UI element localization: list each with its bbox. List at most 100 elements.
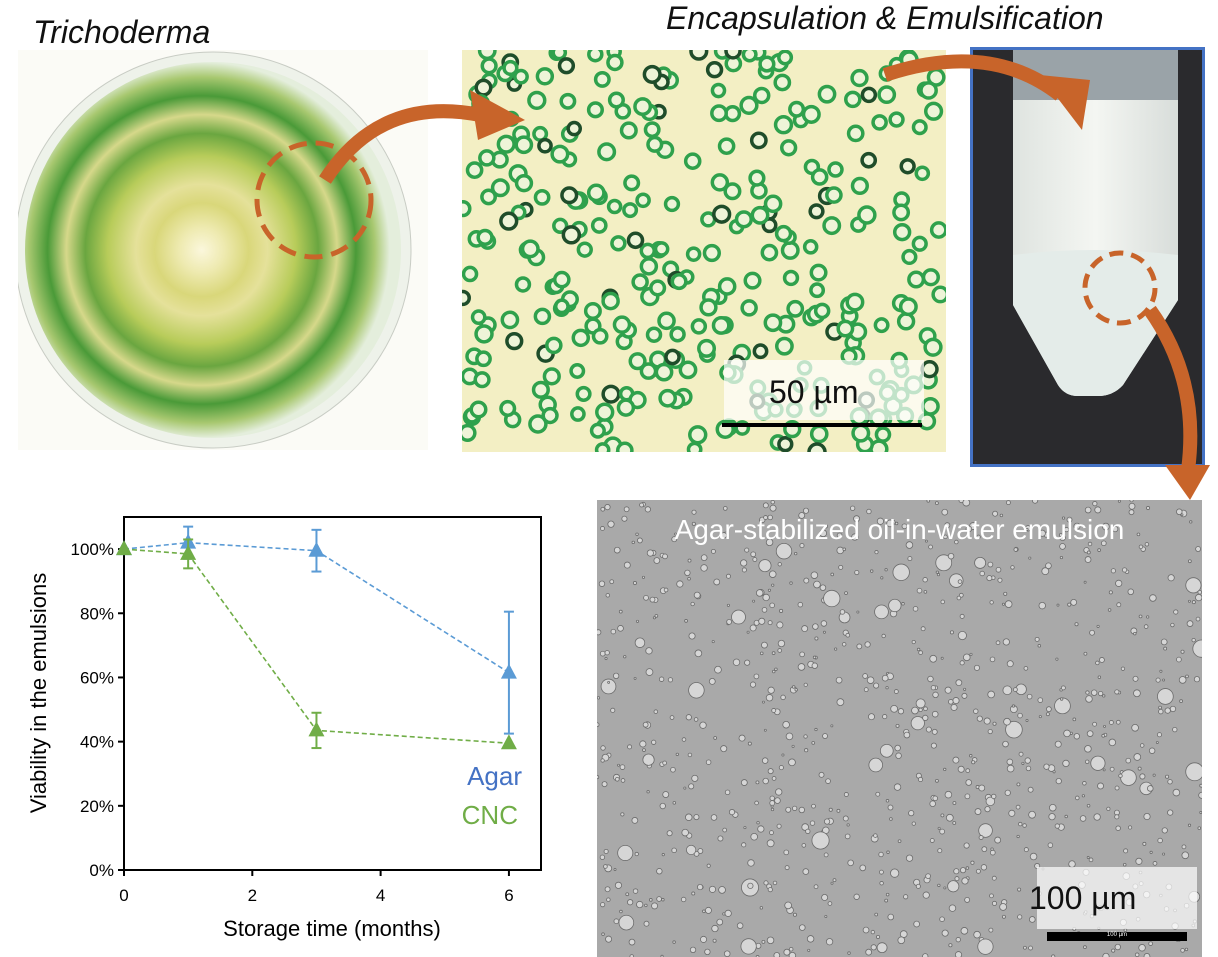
droplet [947,552,955,560]
capsule [773,73,792,92]
droplet [684,569,691,576]
droplet [1045,562,1052,570]
droplet [884,898,889,903]
droplet [1114,943,1121,951]
droplet [643,920,650,927]
droplet [597,775,600,780]
droplet [978,835,984,840]
arrow-tube-to-emulsion [1144,305,1198,471]
droplet [797,663,806,671]
droplet [780,694,786,701]
droplet [1187,823,1192,827]
droplet [963,687,967,691]
capsule [590,217,608,234]
droplet [669,715,675,720]
capsule [528,414,548,434]
droplet [1056,603,1060,607]
capsule [541,406,559,425]
droplet [685,813,693,821]
droplet [1018,751,1024,757]
droplet [750,832,758,841]
droplet [1090,689,1098,696]
droplet [920,626,926,632]
droplet [683,786,687,790]
droplet [1066,516,1073,523]
droplet [964,793,971,800]
droplet [943,534,948,540]
droplet [649,596,656,603]
droplet [944,790,953,799]
data-point-cnc [500,734,517,750]
capsule [496,134,516,154]
capsule [919,81,938,100]
droplet [802,868,810,875]
droplet [799,651,805,658]
droplet [876,517,884,525]
droplet [932,691,939,699]
droplet [601,932,605,936]
droplet [687,558,692,563]
droplet [1026,693,1033,700]
droplet [1120,666,1126,671]
droplet [916,587,923,594]
droplet [963,653,971,662]
capsule [748,169,766,187]
capsule [476,228,494,247]
droplet [1072,717,1077,722]
droplet [706,863,711,868]
droplet [731,609,746,625]
capsule [899,158,916,175]
droplet [1002,638,1010,646]
capsule [595,402,615,422]
emulsion-title: Agar-stabilized oil-in-water emulsion [674,514,1125,545]
droplet [940,656,944,660]
capsule [911,235,928,252]
droplet [1143,624,1149,629]
droplet [954,876,960,882]
droplet [769,504,777,512]
droplet [925,726,932,733]
droplet [617,844,634,861]
droplet [989,656,996,663]
droplet [1004,600,1013,608]
capsule [749,131,768,150]
droplet [1158,705,1162,710]
droplet [617,625,624,632]
droplet [1149,594,1157,602]
droplet [646,549,654,557]
droplet [1086,550,1091,555]
droplet [671,536,678,543]
droplet [607,680,611,684]
scale-bar-label-capsules: 50 µm [769,374,859,410]
droplet [1002,740,1009,748]
droplet [1058,533,1063,537]
droplet [901,602,905,606]
droplet [788,758,796,767]
droplet [801,843,807,848]
capsule [931,285,946,304]
droplet [1167,809,1174,816]
droplet [1086,803,1091,808]
legend-cnc: CNC [462,800,518,830]
droplet [740,779,748,786]
capsule [593,70,611,88]
droplet [672,940,676,944]
droplet [1161,827,1168,834]
droplet [1073,522,1081,530]
droplet [606,897,611,902]
droplet [1137,766,1142,771]
capsule [473,371,491,389]
droplet [720,745,728,753]
droplet [1187,599,1191,603]
droplet [1046,706,1052,713]
capsule [808,203,825,220]
droplet [969,754,973,758]
droplet [827,901,833,906]
capsule [601,291,620,311]
droplet [939,828,946,835]
droplet [1108,720,1114,725]
droplet [1198,791,1202,799]
droplet [687,576,691,581]
capsule [711,316,731,335]
droplet [763,728,767,732]
